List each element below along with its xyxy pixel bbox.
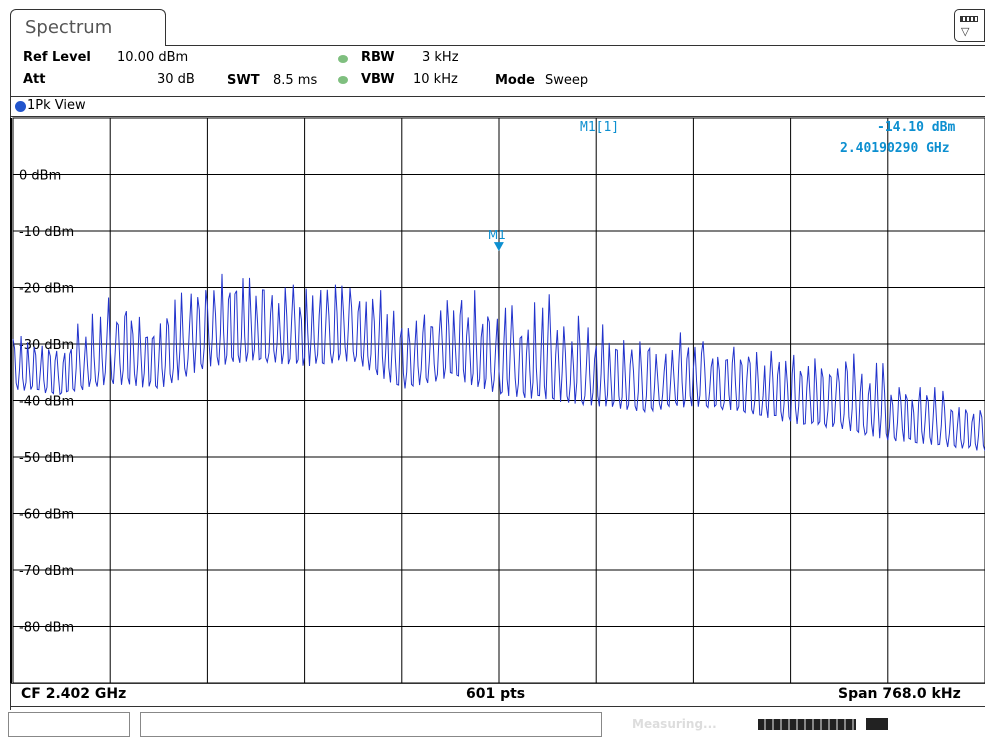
swt-label: SWT [227, 73, 260, 88]
y-tick-label: -40 dBm [19, 395, 74, 410]
sweep-points[interactable]: 601 pts [466, 686, 526, 702]
center-frequency[interactable]: CF 2.402 GHz [21, 686, 127, 702]
y-tick-label: -70 dBm [19, 564, 74, 579]
rbw-value[interactable]: 3 kHz [422, 50, 459, 65]
marker-level: -14.10 dBm [877, 120, 956, 135]
display-config-icon [960, 16, 978, 22]
triangle-down-icon: ▽ [961, 25, 970, 38]
marker-m1-triangle [493, 242, 504, 252]
vbw-indicator-icon [338, 76, 348, 84]
vbw-value[interactable]: 10 kHz [413, 72, 458, 87]
y-tick-label: -30 dBm [19, 338, 74, 353]
tab-spectrum-label: Spectrum [25, 17, 113, 38]
remote-icon [866, 718, 888, 730]
marker-readout-label: M1[1] [580, 120, 620, 135]
sweep-info-bar: CF 2.402 GHz 601 pts Span 768.0 kHz [10, 683, 985, 707]
rbw-indicator-icon [338, 55, 348, 63]
sweep-progress-bar [758, 719, 856, 730]
vbw-label: VBW [361, 72, 395, 87]
att-label: Att [23, 72, 46, 87]
trace-indicator-icon [15, 101, 26, 112]
tab-spectrum[interactable]: Spectrum [10, 9, 166, 46]
att-value[interactable]: 30 dB [157, 72, 195, 87]
y-tick-label: -20 dBm [19, 282, 74, 297]
measuring-label: Measuring... [632, 717, 717, 731]
mode-value[interactable]: Sweep [545, 73, 589, 88]
y-tick-label: -10 dBm [19, 225, 74, 240]
frequency-span[interactable]: Span 768.0 kHz [838, 686, 961, 702]
marker-frequency: 2.40190290 GHz [840, 141, 950, 156]
rbw-label: RBW [361, 50, 395, 65]
swt-value[interactable]: 8.5 ms [273, 73, 318, 88]
marker-m1-label: M1 [488, 228, 506, 242]
view-label: 1Pk View [27, 98, 86, 113]
ref-level-label: Ref Level [23, 50, 91, 65]
mode-label: Mode [495, 73, 535, 88]
y-tick-label: -60 dBm [19, 508, 74, 523]
status-field-1 [8, 712, 130, 737]
ref-level-value[interactable]: 10.00 dBm [117, 50, 189, 65]
y-tick-label: 0 dBm [19, 169, 61, 184]
view-header: 1Pk View [10, 96, 985, 117]
y-tick-label: -50 dBm [19, 451, 74, 466]
y-tick-label: -80 dBm [19, 621, 74, 636]
trace-line [12, 273, 985, 451]
status-field-2 [140, 712, 602, 737]
tab-divider [166, 45, 985, 46]
measuring-status: Measuring... [604, 712, 985, 739]
